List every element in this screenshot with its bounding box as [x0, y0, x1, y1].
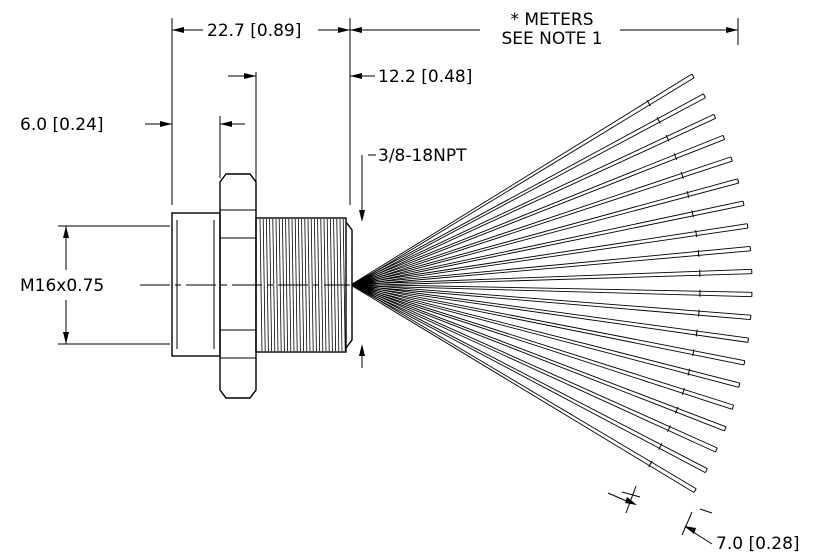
lead-wire — [351, 283, 752, 321]
hex-nut — [219, 173, 257, 399]
overall-length-label: 22.7 [0.89] — [207, 21, 301, 41]
lead-wire — [351, 283, 753, 298]
lead-wire — [351, 283, 749, 343]
lead-wire — [351, 284, 697, 493]
callout-pipe-thread: 3/8-18NPT — [359, 146, 467, 368]
lead-wire — [351, 283, 746, 366]
lead-wire — [351, 200, 745, 287]
lead-wire — [351, 178, 740, 287]
lead-wire — [351, 283, 735, 410]
dim-overall-length: 22.7 [0.89] — [171, 18, 351, 205]
thread-length-label: 12.2 [0.48] — [378, 67, 472, 87]
lead-length-note: SEE NOTE 1 — [501, 29, 602, 49]
lead-wire — [351, 283, 727, 432]
lead-length-label: * METERS — [510, 10, 593, 30]
lead-wires — [351, 73, 753, 493]
lead-wire — [351, 156, 733, 287]
lead-wire — [351, 223, 749, 287]
hex-thickness-label: 6.0 [0.24] — [20, 115, 104, 135]
dim-lead-length: * METERS SEE NOTE 1 — [350, 10, 739, 49]
nozzle-thread-label: M16x0.75 — [20, 276, 104, 296]
lead-wire — [351, 283, 718, 453]
lead-wire — [351, 134, 726, 287]
lead-wire — [351, 113, 717, 287]
strip-length-label: 7.0 [0.28] — [716, 534, 800, 554]
dim-nozzle-thread: M16x0.75 — [20, 225, 170, 345]
lead-wire — [351, 283, 741, 388]
thread-chamfer — [345, 221, 353, 349]
fitting-body — [140, 173, 353, 399]
lead-wire — [351, 245, 752, 287]
lead-wire — [351, 268, 753, 287]
lead-wire — [351, 93, 706, 286]
dim-hex-thickness: 6.0 [0.24] — [20, 115, 245, 178]
lead-wire — [351, 73, 695, 286]
dim-thread-length: 12.2 [0.48] — [228, 67, 472, 212]
pipe-thread-label: 3/8-18NPT — [378, 146, 467, 166]
dim-strip-length: 7.0 [0.28] — [607, 485, 800, 554]
lead-wire — [351, 284, 708, 473]
